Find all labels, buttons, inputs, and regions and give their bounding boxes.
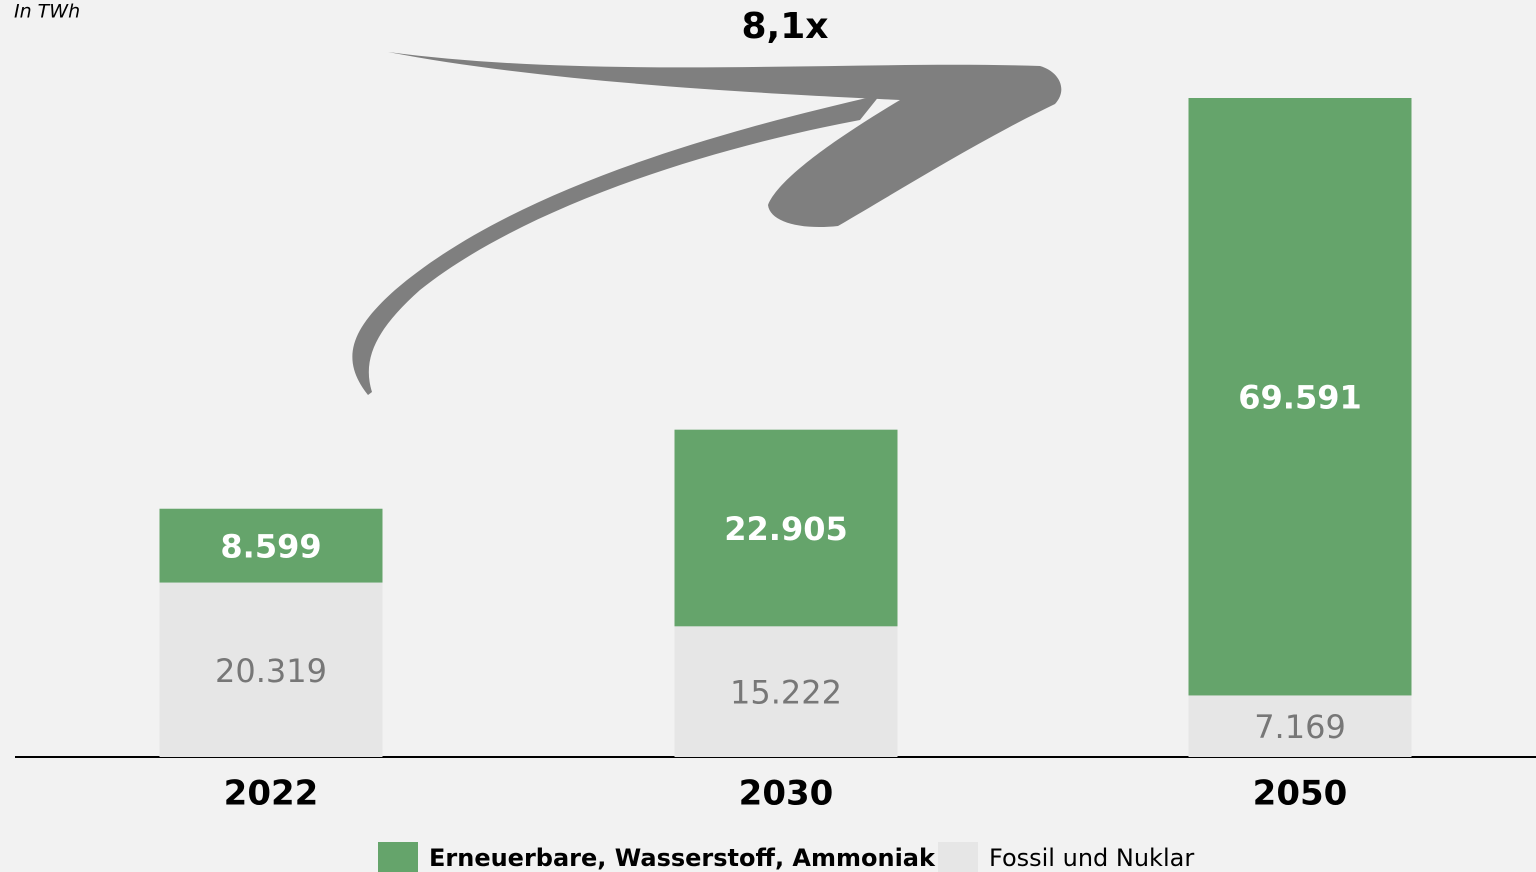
value-label: 69.591: [1238, 379, 1361, 417]
legend-label: Erneuerbare, Wasserstoff, Ammoniak: [429, 844, 936, 872]
bar-segment: [1188, 98, 1412, 696]
unit-label: In TWh: [14, 1, 80, 23]
legend-swatch: [378, 842, 418, 872]
bar-segment: [159, 582, 383, 757]
value-label: 22.905: [724, 510, 847, 548]
bar-segment: [674, 626, 898, 757]
x-tick-label: 2050: [1253, 774, 1348, 814]
bar-segment: [1188, 695, 1412, 757]
legend-label: Fossil und Nuklar: [989, 844, 1194, 872]
value-label: 15.222: [730, 674, 842, 712]
value-label: 7.169: [1254, 708, 1346, 746]
value-label: 20.319: [215, 652, 327, 690]
annotation: 8,1x: [742, 6, 829, 47]
x-tick-label: 2022: [224, 774, 319, 814]
legend-swatch: [938, 842, 978, 872]
bar-segment: [159, 508, 383, 583]
bar-segment: [674, 429, 898, 627]
value-label: 8.599: [220, 528, 321, 566]
x-tick-label: 2030: [739, 774, 834, 814]
growth-arrow: [352, 52, 1062, 395]
